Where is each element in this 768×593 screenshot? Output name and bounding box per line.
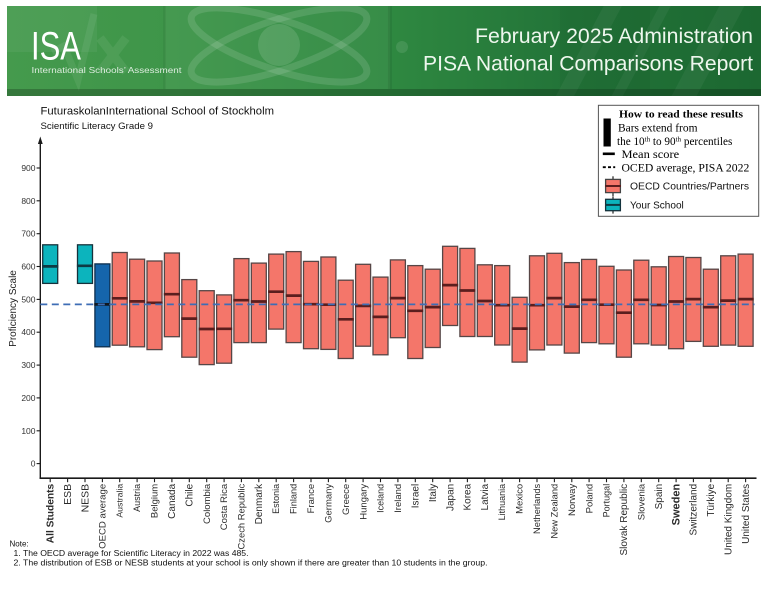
svg-text:Proficiency Scale: Proficiency Scale bbox=[8, 270, 19, 347]
svg-text:Slovenia: Slovenia bbox=[636, 483, 647, 520]
svg-text:PISA National Comparisons Repo: PISA National Comparisons Report bbox=[423, 52, 753, 76]
svg-text:500: 500 bbox=[21, 294, 35, 304]
svg-text:Note:: Note: bbox=[10, 540, 29, 549]
svg-text:the 10th to 90th percentiles: the 10th to 90th percentiles bbox=[617, 135, 732, 148]
svg-text:100: 100 bbox=[21, 426, 35, 436]
svg-text:Australia: Australia bbox=[115, 484, 125, 518]
svg-text:0: 0 bbox=[31, 459, 36, 469]
svg-text:200: 200 bbox=[21, 393, 35, 403]
svg-text:Estonia: Estonia bbox=[271, 484, 281, 514]
svg-text:Austria: Austria bbox=[132, 484, 142, 512]
svg-text:1. The OECD average for Scient: 1. The OECD average for Scientific Liter… bbox=[14, 549, 249, 558]
svg-text:Korea: Korea bbox=[463, 483, 474, 510]
svg-text:Mean score: Mean score bbox=[622, 149, 680, 161]
svg-text:NESB: NESB bbox=[79, 484, 91, 513]
svg-text:Spain: Spain bbox=[654, 484, 665, 510]
svg-text:Japan: Japan bbox=[445, 484, 456, 511]
svg-text:Colombia: Colombia bbox=[202, 483, 213, 524]
svg-text:OECD Countries/Partners: OECD Countries/Partners bbox=[630, 182, 749, 193]
svg-text:All Students: All Students bbox=[46, 483, 57, 543]
svg-text:February 2025 Administration: February 2025 Administration bbox=[475, 24, 753, 48]
svg-text:Slovak Republic: Slovak Republic bbox=[619, 484, 630, 556]
svg-text:ESB: ESB bbox=[62, 484, 74, 505]
svg-text:Israel: Israel bbox=[411, 484, 422, 508]
svg-text:700: 700 bbox=[21, 229, 35, 239]
svg-text:OCED average, PISA 2022: OCED average, PISA 2022 bbox=[622, 163, 750, 175]
svg-text:Germany: Germany bbox=[324, 484, 335, 523]
svg-text:Czech Republic: Czech Republic bbox=[236, 484, 247, 550]
svg-text:400: 400 bbox=[21, 327, 35, 337]
svg-text:Latvia: Latvia bbox=[480, 483, 491, 510]
svg-text:Italy: Italy bbox=[428, 484, 439, 502]
svg-text:600: 600 bbox=[21, 262, 35, 272]
svg-text:Mexico: Mexico bbox=[515, 484, 526, 514]
svg-text:Switzerland: Switzerland bbox=[689, 484, 700, 536]
svg-text:Greece: Greece bbox=[341, 484, 352, 515]
svg-text:Portugal: Portugal bbox=[602, 484, 612, 518]
svg-text:2. The distribution of ESB or: 2. The distribution of ESB or NESB stude… bbox=[14, 559, 488, 568]
svg-text:Iceland: Iceland bbox=[376, 484, 386, 513]
svg-text:New Zealand: New Zealand bbox=[549, 484, 559, 539]
svg-text:Sweden: Sweden bbox=[671, 484, 683, 526]
svg-text:France: France bbox=[306, 484, 317, 514]
svg-text:Netherlands: Netherlands bbox=[532, 483, 542, 533]
svg-text:United Kingdom: United Kingdom bbox=[724, 484, 735, 555]
svg-text:Your School: Your School bbox=[630, 200, 684, 211]
svg-text:300: 300 bbox=[21, 360, 35, 370]
svg-text:International Schools’ Assessm: International Schools’ Assessment bbox=[32, 66, 183, 75]
svg-text:Finland: Finland bbox=[289, 484, 299, 514]
svg-text:Ireland: Ireland bbox=[393, 484, 404, 513]
svg-text:ISA: ISA bbox=[31, 25, 81, 69]
svg-text:Poland: Poland bbox=[584, 484, 595, 514]
svg-text:Chile: Chile bbox=[185, 483, 196, 506]
svg-text:Scientific Literacy Grade 9: Scientific Literacy Grade 9 bbox=[41, 121, 154, 132]
svg-text:Costa Rica: Costa Rica bbox=[219, 483, 230, 530]
svg-text:How to read these results: How to read these results bbox=[619, 109, 744, 121]
svg-text:FuturaskolanInternational Scho: FuturaskolanInternational School of Stoc… bbox=[41, 106, 275, 118]
svg-text:900: 900 bbox=[21, 163, 35, 173]
svg-text:800: 800 bbox=[21, 196, 35, 206]
svg-text:Lithuania: Lithuania bbox=[497, 484, 507, 521]
svg-text:OECD average: OECD average bbox=[98, 484, 109, 549]
svg-text:United States: United States bbox=[741, 484, 752, 544]
svg-text:Belgium: Belgium bbox=[150, 484, 161, 518]
svg-text:Bars extend from: Bars extend from bbox=[618, 122, 698, 134]
svg-text:Hungary: Hungary bbox=[358, 484, 369, 520]
svg-text:Türkiye: Türkiye bbox=[706, 483, 717, 516]
svg-text:Canada: Canada bbox=[167, 483, 178, 518]
svg-text:Norway: Norway bbox=[567, 484, 578, 516]
svg-text:Denmark: Denmark bbox=[254, 483, 265, 525]
